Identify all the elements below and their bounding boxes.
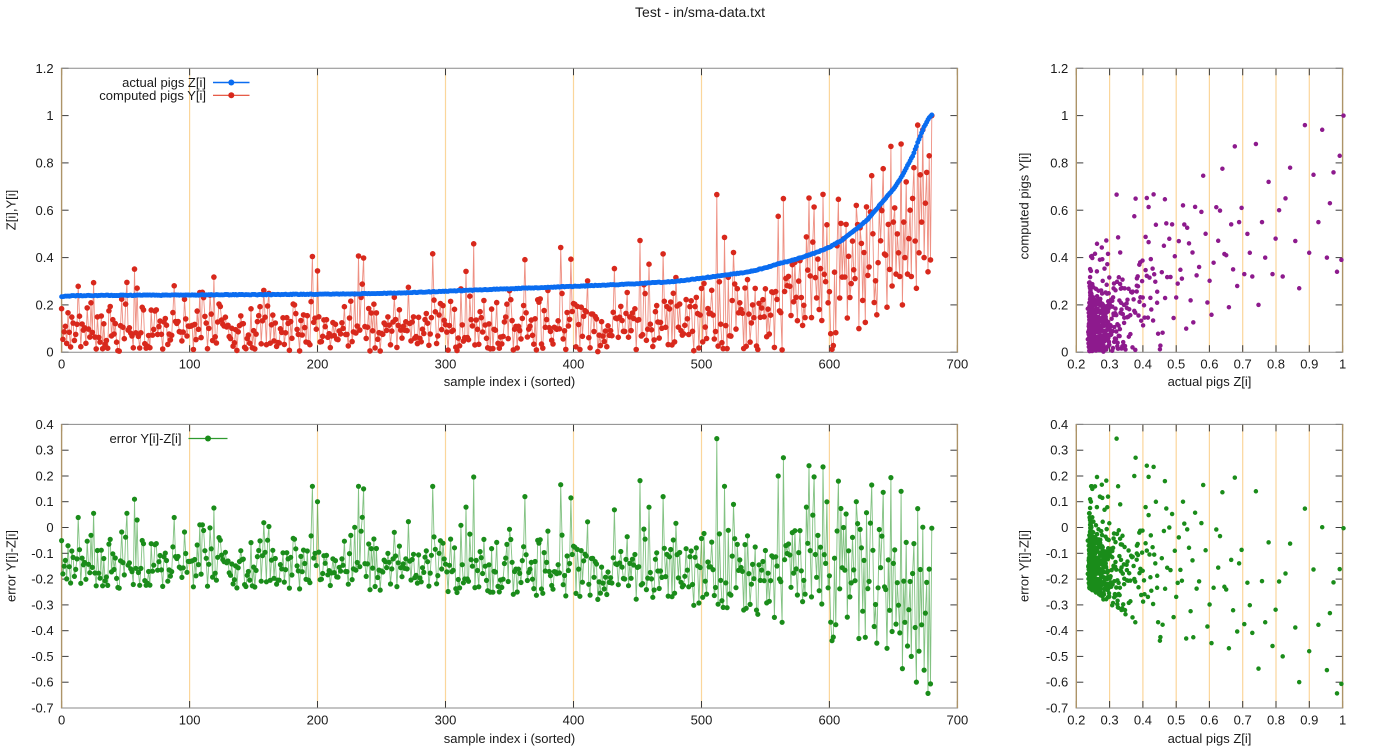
svg-text:0: 0	[58, 713, 65, 728]
svg-text:actual pigs Z[i]: actual pigs Z[i]	[122, 75, 206, 90]
svg-text:0.2: 0.2	[1067, 357, 1085, 372]
svg-text:-0.3: -0.3	[1046, 597, 1068, 612]
svg-text:-0.6: -0.6	[31, 675, 53, 690]
svg-text:0.2: 0.2	[36, 297, 54, 312]
svg-text:-0.7: -0.7	[1046, 701, 1068, 716]
svg-text:1: 1	[46, 108, 53, 123]
svg-text:-0.3: -0.3	[31, 597, 53, 612]
svg-text:0: 0	[46, 345, 53, 360]
svg-text:-0.2: -0.2	[31, 572, 53, 587]
svg-text:0.5: 0.5	[1167, 713, 1185, 728]
svg-text:0.1: 0.1	[1050, 494, 1068, 509]
svg-text:0.4: 0.4	[36, 250, 54, 265]
svg-text:1: 1	[1339, 713, 1346, 728]
svg-text:0.8: 0.8	[1050, 155, 1068, 170]
svg-text:0.4: 0.4	[1134, 713, 1152, 728]
svg-text:1: 1	[1339, 357, 1346, 372]
svg-text:0: 0	[58, 357, 65, 372]
svg-text:-0.7: -0.7	[31, 701, 53, 716]
svg-text:100: 100	[179, 357, 201, 372]
svg-text:600: 600	[819, 357, 841, 372]
svg-text:500: 500	[691, 357, 713, 372]
svg-text:0.4: 0.4	[36, 417, 54, 432]
svg-text:300: 300	[435, 713, 457, 728]
svg-text:-0.1: -0.1	[31, 546, 53, 561]
svg-text:0.4: 0.4	[1050, 417, 1068, 432]
svg-text:400: 400	[563, 357, 585, 372]
svg-text:actual pigs Z[i]: actual pigs Z[i]	[1168, 731, 1252, 746]
svg-text:-0.5: -0.5	[31, 649, 53, 664]
svg-text:-0.4: -0.4	[31, 623, 53, 638]
svg-text:0.7: 0.7	[1234, 357, 1252, 372]
svg-text:0: 0	[1061, 520, 1068, 535]
svg-text:200: 200	[307, 357, 329, 372]
svg-text:0.3: 0.3	[1101, 357, 1119, 372]
svg-text:actual pigs Z[i]: actual pigs Z[i]	[1168, 374, 1252, 389]
svg-text:200: 200	[307, 713, 329, 728]
svg-text:0.2: 0.2	[36, 469, 54, 484]
svg-text:0.9: 0.9	[1300, 357, 1318, 372]
svg-text:-0.4: -0.4	[1046, 623, 1068, 638]
svg-text:700: 700	[947, 713, 969, 728]
svg-text:error Y[i]-Z[i]: error Y[i]-Z[i]	[110, 431, 182, 446]
svg-text:Test - in/sma-data.txt: Test - in/sma-data.txt	[635, 4, 765, 20]
svg-text:-0.5: -0.5	[1046, 649, 1068, 664]
svg-text:-0.2: -0.2	[1046, 572, 1068, 587]
svg-text:0.6: 0.6	[1200, 357, 1218, 372]
svg-text:0.8: 0.8	[1267, 713, 1285, 728]
svg-text:error Y[i]-Z[i]: error Y[i]-Z[i]	[1017, 530, 1032, 602]
svg-text:100: 100	[179, 713, 201, 728]
svg-text:300: 300	[435, 357, 457, 372]
svg-text:0.3: 0.3	[1050, 443, 1068, 458]
svg-text:computed pigs Y[i]: computed pigs Y[i]	[99, 88, 206, 103]
svg-text:error Y[i]-Z[i]: error Y[i]-Z[i]	[4, 530, 19, 602]
svg-text:computed pigs Y[i]: computed pigs Y[i]	[1017, 153, 1032, 260]
svg-text:0.7: 0.7	[1234, 713, 1252, 728]
svg-text:0.5: 0.5	[1167, 357, 1185, 372]
svg-text:1: 1	[1061, 108, 1068, 123]
svg-text:0.9: 0.9	[1300, 713, 1318, 728]
svg-text:0.3: 0.3	[36, 443, 54, 458]
svg-text:-0.6: -0.6	[1046, 675, 1068, 690]
svg-text:1.2: 1.2	[1050, 61, 1068, 76]
svg-text:sample index i (sorted): sample index i (sorted)	[444, 731, 576, 746]
svg-text:0.3: 0.3	[1101, 713, 1119, 728]
svg-text:0: 0	[1061, 345, 1068, 360]
svg-text:sample index i (sorted): sample index i (sorted)	[444, 374, 576, 389]
svg-text:0.4: 0.4	[1134, 357, 1152, 372]
svg-text:400: 400	[563, 713, 585, 728]
svg-text:0.2: 0.2	[1067, 713, 1085, 728]
svg-text:1.2: 1.2	[36, 61, 54, 76]
svg-text:0: 0	[46, 520, 53, 535]
svg-text:0.8: 0.8	[36, 155, 54, 170]
svg-text:0.6: 0.6	[1050, 203, 1068, 218]
svg-text:0.6: 0.6	[1200, 713, 1218, 728]
svg-text:0.2: 0.2	[1050, 469, 1068, 484]
svg-text:Z[i],Y[i]: Z[i],Y[i]	[4, 190, 19, 230]
svg-text:0.8: 0.8	[1267, 357, 1285, 372]
svg-text:600: 600	[819, 713, 841, 728]
svg-text:0.6: 0.6	[36, 203, 54, 218]
svg-text:500: 500	[691, 713, 713, 728]
svg-text:700: 700	[947, 357, 969, 372]
svg-text:0.1: 0.1	[36, 494, 54, 509]
svg-text:0.4: 0.4	[1050, 250, 1068, 265]
svg-text:-0.1: -0.1	[1046, 546, 1068, 561]
svg-text:0.2: 0.2	[1050, 297, 1068, 312]
